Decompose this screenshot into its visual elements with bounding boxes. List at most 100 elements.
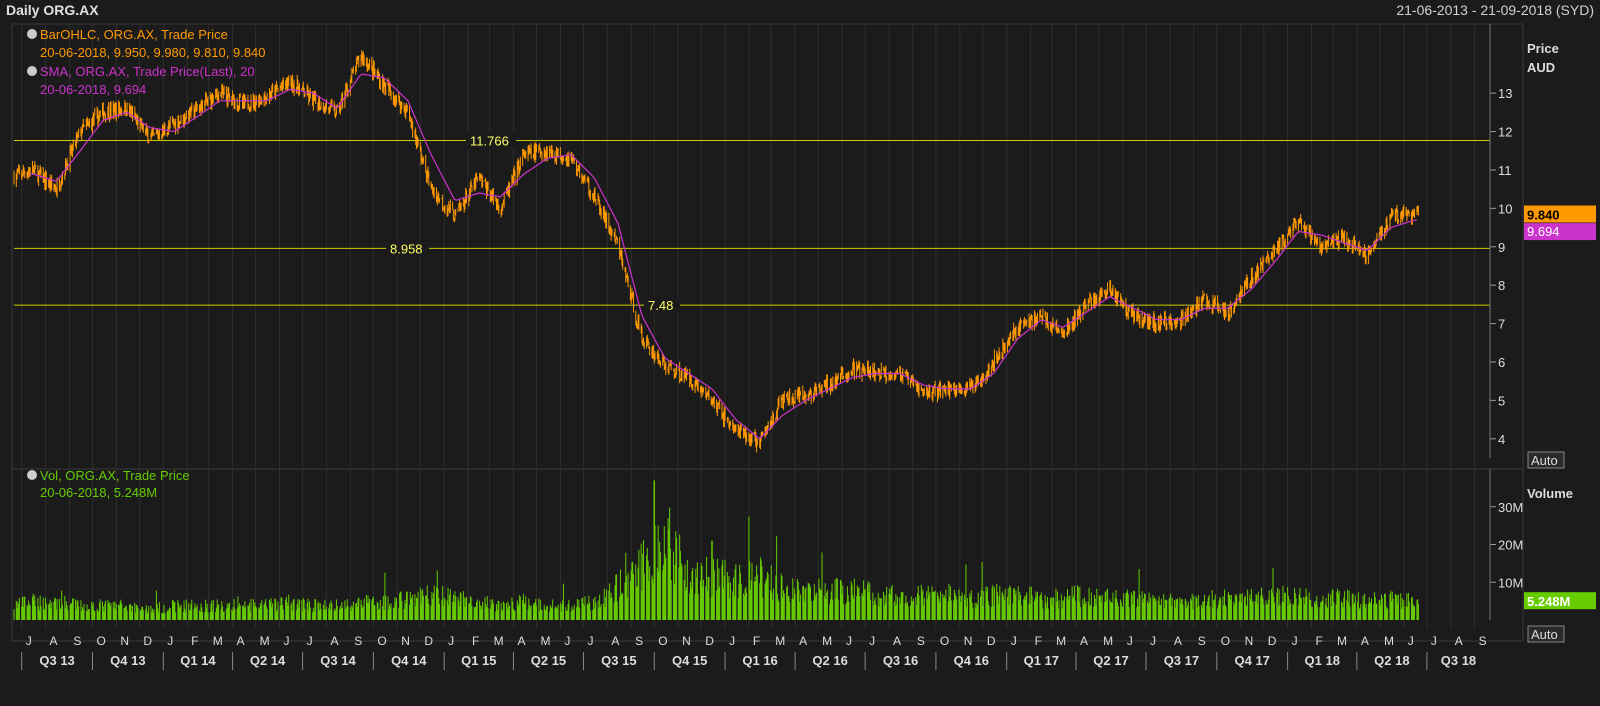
month-tick-label: M xyxy=(260,634,270,648)
month-tick-label: N xyxy=(1245,634,1254,648)
price-auto-button[interactable]: Auto xyxy=(1531,453,1558,468)
sma-legend-value: 20-06-2018, 9.694 xyxy=(40,82,146,97)
quarter-tick-label: Q1 15 xyxy=(461,653,496,668)
price-panel[interactable] xyxy=(11,23,1524,470)
month-tick-label: J xyxy=(26,634,32,648)
month-tick-label: O xyxy=(658,634,667,648)
month-tick-label: F xyxy=(1315,634,1322,648)
sma-legend-label: SMA, ORG.AX, Trade Price(Last), 20 xyxy=(40,64,255,79)
month-tick-label: N xyxy=(120,634,129,648)
month-tick-label: J xyxy=(587,634,593,648)
month-tick-label: J xyxy=(1127,634,1133,648)
vol-legend-icon[interactable] xyxy=(27,470,37,480)
month-tick-label: A xyxy=(1080,634,1088,648)
quarter-tick-label: Q2 15 xyxy=(531,653,566,668)
month-tick-label: M xyxy=(775,634,785,648)
vol-legend-value: 20-06-2018, 5.248M xyxy=(40,485,157,500)
month-tick-label: J xyxy=(564,634,570,648)
quarter-tick-label: Q1 18 xyxy=(1305,653,1340,668)
quarter-tick-label: Q3 13 xyxy=(39,653,74,668)
level-label-bg xyxy=(644,297,680,314)
price-tick-label: 4 xyxy=(1498,432,1505,447)
price-axis-unit: AUD xyxy=(1527,60,1555,75)
price-tick-label: 9 xyxy=(1498,240,1505,255)
month-tick-label: M xyxy=(822,634,832,648)
date-range: 21-06-2013 - 21-09-2018 (SYD) xyxy=(1396,2,1594,18)
price-tick-label: 7 xyxy=(1498,317,1505,332)
month-tick-label: J xyxy=(167,634,173,648)
month-tick-label: F xyxy=(1035,634,1042,648)
quarter-tick-label: Q1 16 xyxy=(742,653,777,668)
price-tick-label: 8 xyxy=(1498,278,1505,293)
month-tick-label: S xyxy=(917,634,925,648)
quarter-tick-label: Q3 17 xyxy=(1164,653,1199,668)
month-tick-label: J xyxy=(869,634,875,648)
month-tick-label: A xyxy=(893,634,901,648)
quarter-tick-label: Q3 16 xyxy=(883,653,918,668)
month-tick-label: S xyxy=(1198,634,1206,648)
month-tick-label: A xyxy=(799,634,807,648)
month-tick-label: O xyxy=(940,634,949,648)
month-tick-label: J xyxy=(307,634,313,648)
volume-axis-title: Volume xyxy=(1527,486,1573,501)
level-label: 8.958 xyxy=(390,241,423,256)
month-tick-label: J xyxy=(1011,634,1017,648)
quarter-tick-label: Q2 18 xyxy=(1374,653,1409,668)
level-label: 11.766 xyxy=(470,134,509,149)
month-tick-label: D xyxy=(1268,634,1277,648)
month-tick-label: J xyxy=(1292,634,1298,648)
month-tick-label: S xyxy=(354,634,362,648)
sma-line xyxy=(29,73,1417,439)
sma-legend-icon[interactable] xyxy=(27,66,37,76)
volume-tag-bg xyxy=(1524,592,1596,610)
month-tick-label: M xyxy=(1384,634,1394,648)
last-price-tag-bg xyxy=(1524,205,1596,223)
month-tick-label: A xyxy=(611,634,619,648)
month-tick-label: J xyxy=(283,634,289,648)
quarter-tick-label: Q2 14 xyxy=(250,653,286,668)
price-auto-button-frame[interactable] xyxy=(1527,451,1565,469)
month-tick-label: J xyxy=(1150,634,1156,648)
ohlc-legend-icon[interactable] xyxy=(27,29,37,39)
month-tick-label: D xyxy=(143,634,152,648)
volume-auto-button[interactable]: Auto xyxy=(1531,627,1558,642)
month-tick-label: A xyxy=(1174,634,1182,648)
month-tick-label: M xyxy=(1056,634,1066,648)
quarter-tick-label: Q3 18 xyxy=(1441,653,1476,668)
level-label-bg xyxy=(386,240,429,257)
last-price-tag: 9.840 xyxy=(1527,207,1560,222)
month-tick-label: O xyxy=(96,634,105,648)
month-tick-label: S xyxy=(635,634,643,648)
quarter-tick-label: Q4 15 xyxy=(672,653,707,668)
month-tick-label: M xyxy=(213,634,223,648)
month-tick-label: M xyxy=(541,634,551,648)
month-tick-label: F xyxy=(753,634,760,648)
month-tick-label: D xyxy=(424,634,433,648)
month-tick-label: D xyxy=(987,634,996,648)
quarter-tick-label: Q3 14 xyxy=(320,653,356,668)
vol-legend-label: Vol, ORG.AX, Trade Price xyxy=(40,468,190,483)
month-tick-label: F xyxy=(191,634,198,648)
quarter-tick-label: Q3 15 xyxy=(601,653,636,668)
level-label: 7.48 xyxy=(648,298,673,313)
month-tick-label: N xyxy=(682,634,691,648)
month-tick-label: N xyxy=(964,634,973,648)
sma-tag-bg xyxy=(1524,223,1596,241)
month-tick-label: A xyxy=(50,634,58,648)
quarter-tick-label: Q1 14 xyxy=(180,653,216,668)
quarter-tick-label: Q4 16 xyxy=(954,653,989,668)
sma-tag: 9.694 xyxy=(1527,224,1560,239)
month-tick-label: A xyxy=(330,634,338,648)
month-tick-label: O xyxy=(377,634,386,648)
price-tick-label: 5 xyxy=(1498,393,1505,408)
volume-auto-button-frame[interactable] xyxy=(1527,625,1565,643)
ohlc-legend-label: BarOHLC, ORG.AX, Trade Price xyxy=(40,27,228,42)
month-tick-label: J xyxy=(846,634,852,648)
quarter-tick-label: Q4 17 xyxy=(1234,653,1269,668)
ohlc-legend-value: 20-06-2018, 9.950, 9.980, 9.810, 9.840 xyxy=(40,45,266,60)
volume-tag: 5.248M xyxy=(1527,594,1570,609)
month-tick-label: N xyxy=(401,634,410,648)
month-tick-label: S xyxy=(1479,634,1487,648)
